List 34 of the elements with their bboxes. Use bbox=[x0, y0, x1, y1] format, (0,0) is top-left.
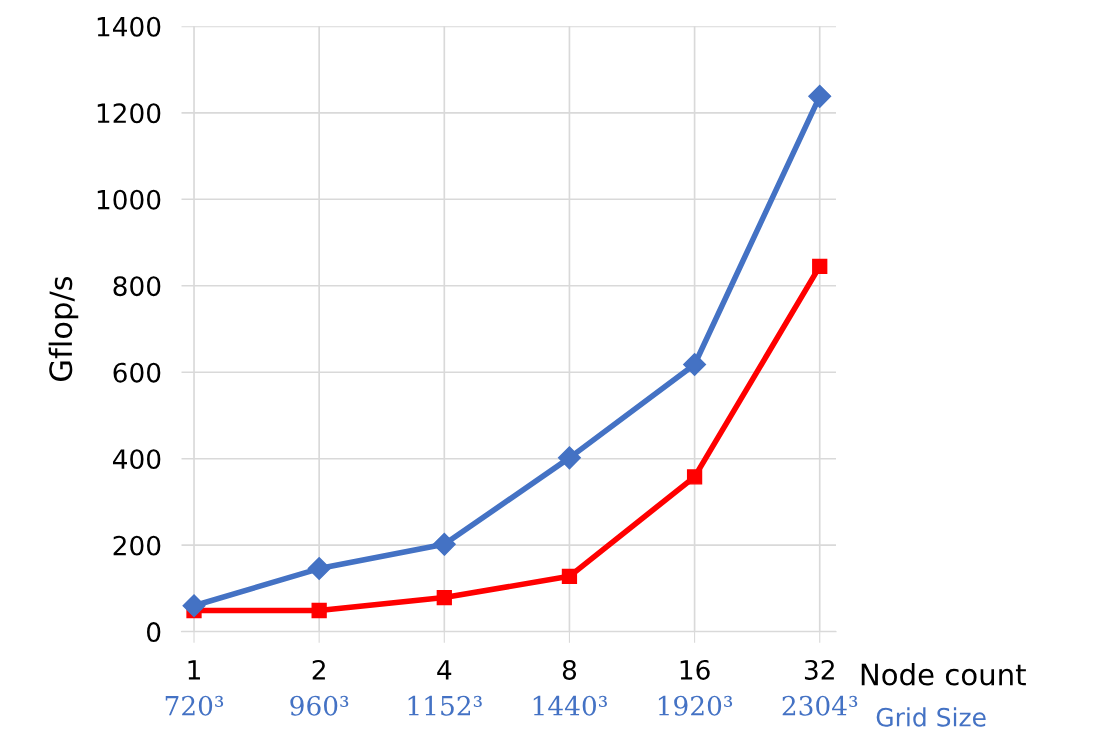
point bbox=[686, 469, 703, 485]
text: 720³ bbox=[165, 695, 224, 716]
x-tick-label: 2 bbox=[312, 659, 325, 680]
point bbox=[311, 602, 327, 619]
x-tick-label: 4 bbox=[437, 660, 452, 680]
y-tick-label: 0 bbox=[147, 622, 161, 643]
text: 1152³ bbox=[408, 695, 482, 716]
text: 960³ bbox=[290, 695, 349, 716]
point bbox=[683, 352, 707, 376]
x-tick-label: 32 bbox=[804, 659, 834, 680]
point bbox=[808, 84, 832, 108]
y-tick-label: 1000 bbox=[97, 189, 161, 210]
point bbox=[307, 557, 331, 581]
point bbox=[557, 446, 581, 470]
y-tick-label: 600 bbox=[113, 362, 161, 383]
y-tick-label: 1400 bbox=[97, 16, 161, 37]
y-axis-title: Gflop/s bbox=[48, 276, 79, 381]
point bbox=[436, 589, 452, 606]
y-tick-label: 200 bbox=[113, 535, 161, 556]
point bbox=[182, 594, 206, 618]
x-tick-label: 16 bbox=[680, 659, 710, 680]
text: 2304³ bbox=[782, 695, 858, 716]
text: 1440³ bbox=[533, 695, 607, 716]
x-axis-title: Node count bbox=[861, 662, 1026, 686]
point bbox=[812, 258, 828, 274]
y-tick-label: 1200 bbox=[97, 103, 161, 124]
x-tick-label: 1 bbox=[188, 660, 200, 680]
point bbox=[561, 568, 578, 584]
x-tick-label: 8 bbox=[562, 659, 577, 680]
y-tick-label: 400 bbox=[112, 449, 161, 470]
y-tick-label: 800 bbox=[113, 276, 161, 297]
point bbox=[432, 532, 456, 556]
text: Grid Size bbox=[876, 707, 986, 727]
text: 1920³ bbox=[658, 695, 733, 716]
